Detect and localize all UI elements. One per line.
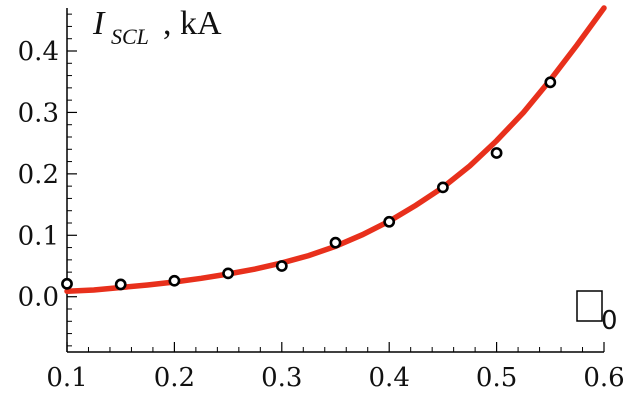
data-point bbox=[383, 215, 396, 228]
y-axis-label-subscript: SCL bbox=[111, 24, 149, 49]
y-tick-label: 0.0 bbox=[18, 283, 59, 313]
data-point bbox=[222, 267, 234, 280]
y-axis-ticks: 0.0 0.1 0.2 0.3 0.4 bbox=[18, 13, 77, 347]
y-axis-label-unit: , kA bbox=[163, 5, 222, 42]
data-point bbox=[544, 76, 557, 89]
data-point bbox=[329, 236, 342, 249]
x-tick-label: 0.3 bbox=[261, 363, 302, 393]
data-point bbox=[61, 277, 73, 290]
x-tick-label: 0.4 bbox=[369, 363, 410, 393]
y-tick-label: 0.1 bbox=[18, 221, 59, 251]
data-point bbox=[275, 260, 288, 272]
x-axis-ticks: 0.1 0.2 0.3 0.4 0.5 0.6 bbox=[46, 342, 624, 393]
fit-curve bbox=[64, 5, 607, 294]
data-point bbox=[168, 274, 181, 287]
y-tick-label: 0.2 bbox=[18, 160, 59, 190]
y-axis-label-symbol: I bbox=[92, 5, 106, 42]
x-tick-label: 0.1 bbox=[46, 363, 87, 393]
x-tick-label: 0.2 bbox=[154, 363, 195, 393]
axes bbox=[66, 8, 604, 353]
y-axis-label: I SCL , kA bbox=[92, 5, 222, 49]
x-axis-label-subscript: 0 bbox=[601, 306, 618, 336]
data-point bbox=[490, 147, 503, 159]
x-tick-label: 0.6 bbox=[583, 363, 624, 393]
y-tick-label: 0.3 bbox=[18, 98, 59, 128]
x-tick-label: 0.5 bbox=[476, 363, 517, 393]
y-tick-label: 0.4 bbox=[18, 37, 59, 67]
data-point bbox=[114, 278, 127, 291]
data-point bbox=[436, 181, 449, 194]
x-axis-label: 0 bbox=[576, 290, 618, 336]
fit-curve-layer bbox=[64, 5, 607, 294]
x-axis-label-symbol bbox=[576, 290, 603, 322]
data-points-layer bbox=[61, 76, 557, 291]
